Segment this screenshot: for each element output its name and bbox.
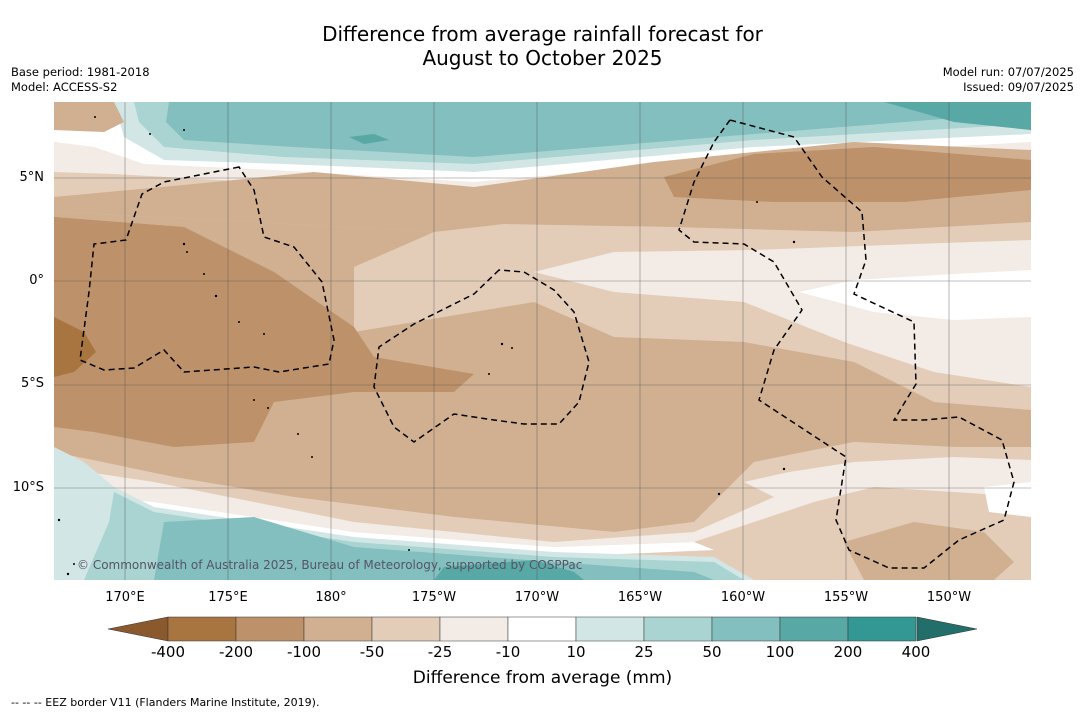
- colorbar-segment: [847, 616, 917, 642]
- lon-label-180: 180°: [315, 590, 347, 605]
- colorbar-segment: [779, 616, 849, 642]
- south-teal-3: [154, 517, 714, 580]
- se-brown-patch: [844, 522, 1014, 580]
- eez-tuvalu-border: [79, 166, 335, 373]
- colorbar-tick: 100: [765, 643, 795, 661]
- copyright-notice: © Commonwealth of Australia 2025, Bureau…: [77, 558, 583, 572]
- rainfall-map: [54, 102, 1031, 580]
- meta-right: Model run: 07/07/2025 Issued: 09/07/2025: [943, 65, 1074, 95]
- colorbar-tick: 200: [833, 643, 863, 661]
- colorbar-segment: [371, 616, 441, 642]
- equator-white-core: [799, 270, 1031, 320]
- island-dots: [57, 116, 796, 576]
- lon-label-175w: 175°W: [411, 590, 457, 605]
- lon-label-150w: 150°W: [926, 590, 972, 605]
- eez-line-islands-border: [678, 119, 1015, 569]
- lat-label-0: 0°: [29, 273, 44, 288]
- meta-left: Base period: 1981-2018 Model: ACCESS-S2: [11, 65, 150, 95]
- map-title: Difference from average rainfall forecas…: [0, 22, 1085, 70]
- model-name: Model: ACCESS-S2: [11, 80, 118, 94]
- colorbar-segment: [303, 616, 373, 642]
- colorbar-segment: [167, 616, 237, 642]
- colorbar-segment: [439, 616, 509, 642]
- colorbar-segment: [507, 616, 577, 642]
- colorbar-segments: [167, 616, 917, 642]
- title-line-2: August to October 2025: [422, 46, 663, 70]
- eez-borders: [79, 119, 1015, 569]
- colorbar-tick: -25: [427, 643, 453, 661]
- base-period: Base period: 1981-2018: [11, 65, 150, 79]
- lat-label-10s: 10°S: [12, 480, 44, 495]
- north-teal-3: [166, 102, 1031, 157]
- issued-date: Issued: 09/07/2025: [963, 80, 1074, 94]
- se-white-patch: [984, 482, 1031, 517]
- colorbar-segment: [643, 616, 713, 642]
- colorbar-title: Difference from average (mm): [412, 668, 673, 688]
- north-brown-core: [664, 147, 1031, 202]
- colorbar-tick: 50: [702, 643, 722, 661]
- lon-label-170e: 170°E: [105, 590, 145, 605]
- north-teal-4: [349, 134, 389, 144]
- equator-light-band: [534, 240, 1031, 387]
- lon-label-165w: 165°W: [617, 590, 663, 605]
- colorbar-segment: [575, 616, 645, 642]
- nw-brown-corner: [54, 102, 124, 132]
- colorbar-tick: 400: [901, 643, 931, 661]
- eez-phoenix-border: [373, 269, 590, 443]
- colorbar-tick: -100: [286, 643, 322, 661]
- eez-legend-footer: -- -- -- EEZ border V11 (Flanders Marine…: [11, 696, 320, 709]
- colorbar-tick: 25: [634, 643, 654, 661]
- colorbar: [107, 616, 978, 642]
- lat-label-5n: 5°N: [19, 170, 45, 185]
- model-run: Model run: 07/07/2025: [942, 65, 1074, 79]
- colorbar-tick: 10: [566, 643, 586, 661]
- south-teal-4: [434, 560, 584, 580]
- lon-label-160w: 160°W: [720, 590, 766, 605]
- south-light-band: [54, 457, 1031, 547]
- graticule: [54, 102, 1031, 580]
- north-teal-ne: [884, 102, 1031, 130]
- colorbar-low-extension: [107, 616, 169, 642]
- colorbar-tick: -10: [495, 643, 521, 661]
- lon-label-170w: 170°W: [514, 590, 560, 605]
- colorbar-segment: [711, 616, 781, 642]
- south-white-band: [54, 492, 714, 557]
- title-line-1: Difference from average rainfall forecas…: [322, 22, 763, 46]
- colorbar-high-extension: [916, 616, 978, 642]
- lon-label-175e: 175°E: [208, 590, 248, 605]
- colorbar-tick: -50: [359, 643, 385, 661]
- lat-label-5s: 5°S: [20, 376, 44, 391]
- colorbar-tick: -200: [218, 643, 254, 661]
- colorbar-tick: -400: [150, 643, 186, 661]
- lon-label-155w: 155°W: [823, 590, 869, 605]
- far-west-dark: [54, 317, 96, 377]
- west-brown-core: [54, 217, 474, 447]
- colorbar-segment: [235, 616, 305, 642]
